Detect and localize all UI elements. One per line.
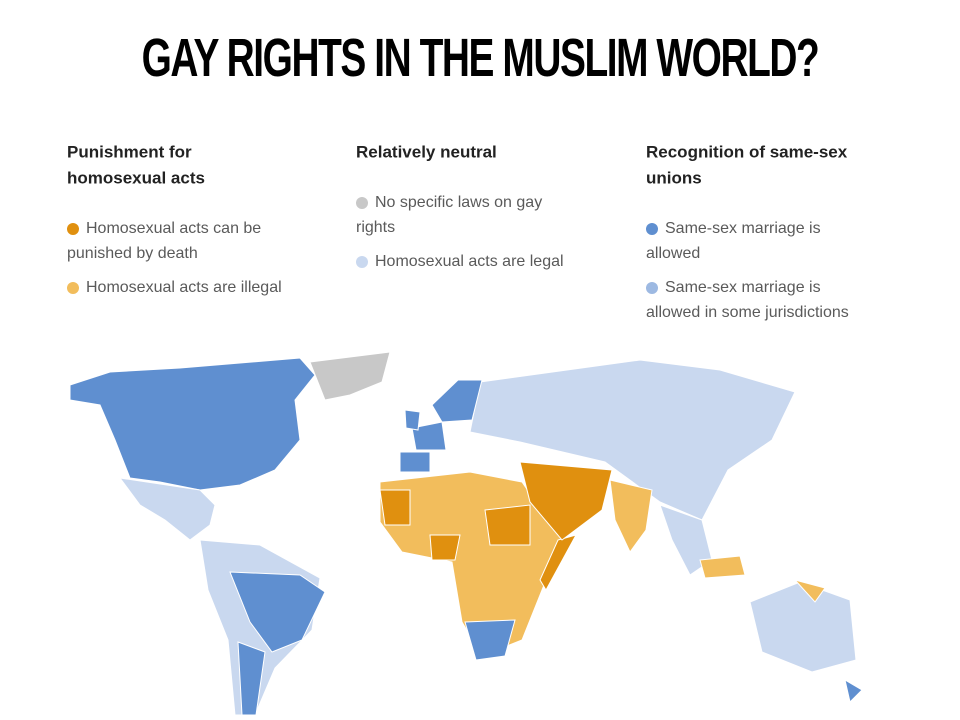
legend-label: No specific laws on gay <box>375 194 542 211</box>
region <box>609 479 653 553</box>
region <box>519 461 613 541</box>
region <box>404 409 421 431</box>
legend-heading: Recognition of same-sex <box>646 142 848 161</box>
legend-label: Homosexual acts can be <box>86 220 261 237</box>
legend-swatch <box>356 256 368 268</box>
legend-label: Homosexual acts are legal <box>375 253 564 270</box>
legend-heading: Relatively neutral <box>356 142 497 161</box>
region <box>399 451 431 473</box>
region <box>411 421 447 451</box>
legend-heading: unions <box>646 168 702 187</box>
region <box>659 504 713 576</box>
region <box>749 581 857 673</box>
region <box>237 641 266 716</box>
region <box>469 359 796 521</box>
region <box>118 477 216 541</box>
region <box>844 678 863 703</box>
world-map <box>69 351 863 716</box>
legend-heading: Punishment for <box>67 142 192 161</box>
title: GAY RIGHTS IN THE MUSLIM WORLD? <box>142 27 819 88</box>
legend-label: allowed in some jurisdictions <box>646 304 849 321</box>
region <box>379 489 411 526</box>
legend-swatch <box>67 282 79 294</box>
region <box>699 555 746 579</box>
legend-swatch <box>67 223 79 235</box>
legend-label: Same-sex marriage is <box>665 220 821 237</box>
legend-label: punished by death <box>67 245 198 262</box>
legend-label: allowed <box>646 245 700 262</box>
legend-swatch <box>356 197 368 209</box>
region <box>431 379 483 423</box>
region <box>793 579 826 603</box>
region <box>539 534 578 592</box>
region <box>429 534 461 561</box>
legend: Punishment for homosexual acts Homosexual … <box>67 142 849 321</box>
region <box>69 357 316 491</box>
legend-label: Homosexual acts are illegal <box>86 279 282 296</box>
region <box>309 351 391 401</box>
legend-swatch <box>646 282 658 294</box>
region <box>484 504 531 546</box>
legend-heading: homosexual acts <box>67 168 205 187</box>
legend-label: rights <box>356 219 395 236</box>
region <box>464 619 516 661</box>
legend-swatch <box>646 223 658 235</box>
region <box>229 571 326 653</box>
legend-label: Same-sex marriage is <box>665 279 821 296</box>
